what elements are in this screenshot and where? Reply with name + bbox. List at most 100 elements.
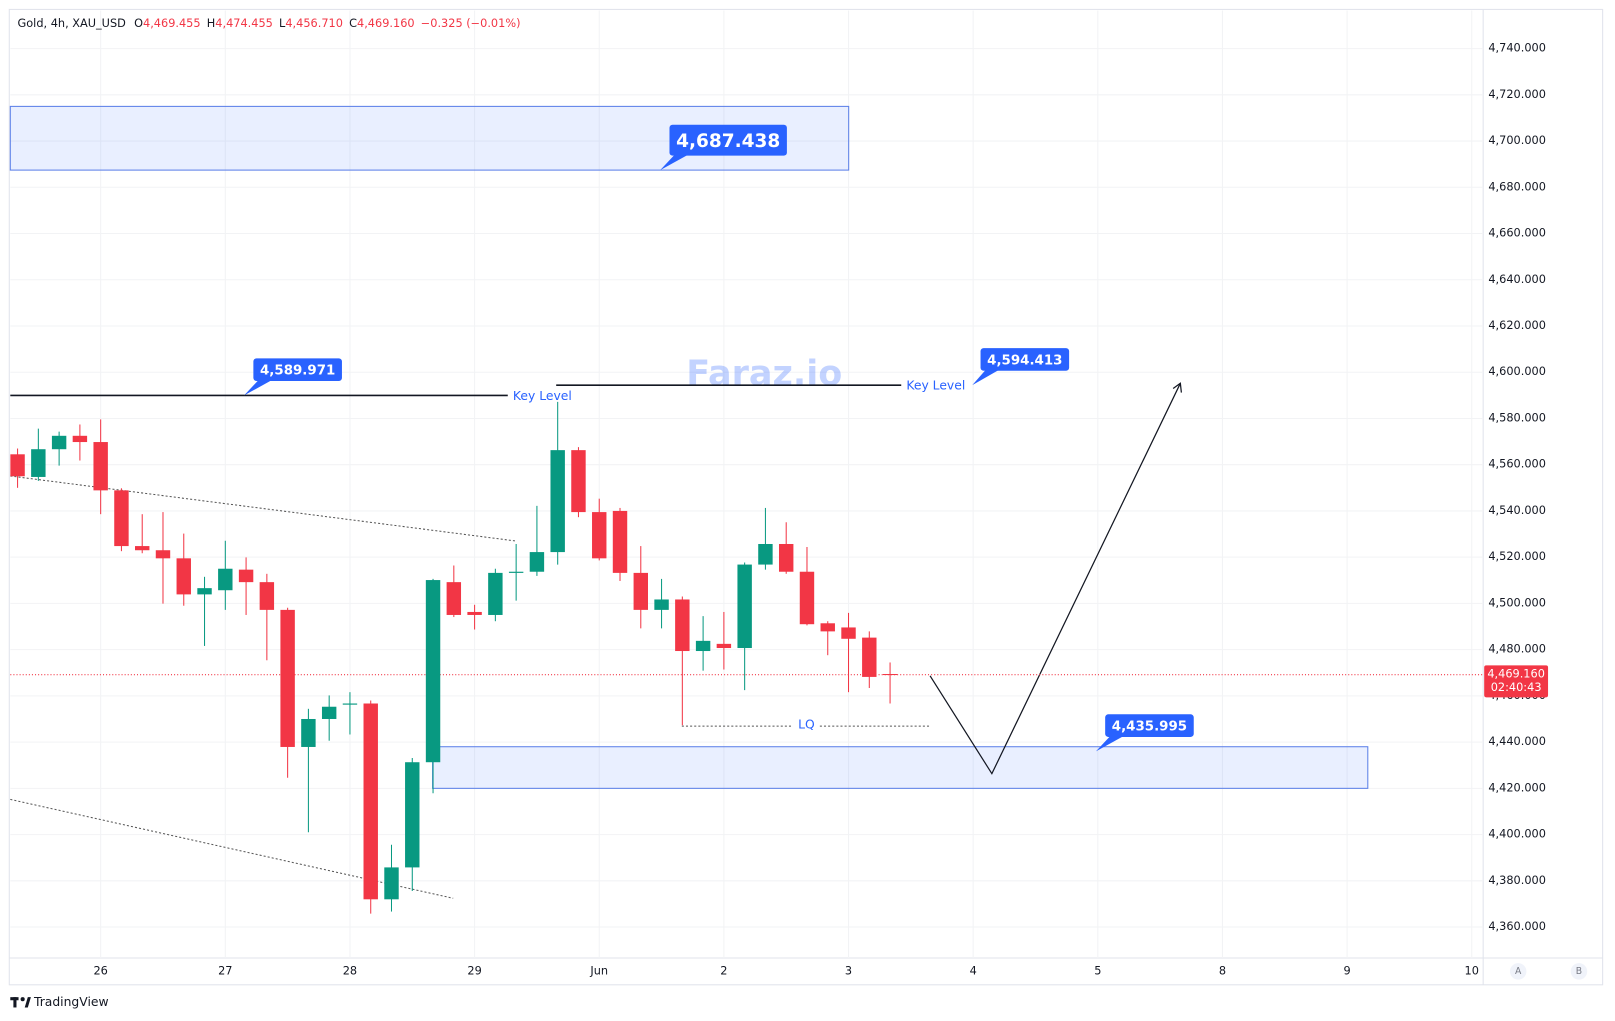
y-tick-label: 4,480.000 xyxy=(1488,642,1546,656)
ohlc-value: 4,474.455 xyxy=(215,16,273,30)
candle-body xyxy=(571,450,586,513)
candle-body xyxy=(10,454,25,477)
x-tick-label: 10 xyxy=(1465,963,1479,977)
label-box xyxy=(253,358,342,381)
label-pointer xyxy=(1095,734,1126,752)
countdown: 02:40:43 xyxy=(1491,680,1542,694)
candle-body xyxy=(529,552,545,572)
key-level-note: Key Level xyxy=(906,379,965,393)
y-tick-label: 4,680.000 xyxy=(1488,179,1546,193)
ohlc-value: 4,469.455 xyxy=(143,16,201,30)
candle-body xyxy=(488,572,503,615)
candle-body xyxy=(592,512,607,559)
last-price-tag xyxy=(1484,665,1549,698)
logo-icon xyxy=(13,997,17,1008)
candle-body xyxy=(280,609,295,747)
y-tick-label: 4,380.000 xyxy=(1488,873,1546,887)
candle-body xyxy=(799,571,815,625)
x-tick-label: 28 xyxy=(343,963,357,977)
projection xyxy=(929,383,1181,775)
candle-body xyxy=(882,674,898,676)
trend-line xyxy=(10,798,454,899)
candle-body xyxy=(508,571,524,573)
candle-body xyxy=(31,449,46,477)
y-tick-label: 4,540.000 xyxy=(1488,503,1546,517)
candle-body xyxy=(93,442,108,491)
candle-body xyxy=(155,550,171,559)
level-label: 4,594.413 xyxy=(987,353,1062,368)
candle-body xyxy=(301,718,316,747)
level-label: 4,435.995 xyxy=(1112,720,1187,735)
y-tick-label: 4,400.000 xyxy=(1488,827,1546,841)
x-tick-label: 8 xyxy=(1219,963,1226,977)
y-tick-label: 4,500.000 xyxy=(1488,595,1546,609)
y-tick-label: 4,420.000 xyxy=(1488,780,1546,794)
arrow-head xyxy=(1172,382,1182,393)
ohlc-value: 4,469.160 xyxy=(357,16,415,30)
candle-body xyxy=(238,569,254,583)
ohlc-value: 4,456.710 xyxy=(285,16,343,30)
change: −0.325 (−0.01%) xyxy=(421,16,521,30)
candle-body xyxy=(135,546,150,551)
candle-body xyxy=(197,588,212,595)
x-tick-label: 9 xyxy=(1343,963,1350,977)
y-tick-label: 4,580.000 xyxy=(1488,410,1546,424)
candle-body xyxy=(342,703,358,705)
x-tick-label: 3 xyxy=(845,963,852,977)
candle-body xyxy=(758,543,773,565)
candle-body xyxy=(550,450,565,553)
label-box xyxy=(980,348,1070,371)
y-tick-label: 4,360.000 xyxy=(1488,919,1546,933)
label-box xyxy=(1105,714,1194,737)
scale-button[interactable] xyxy=(1509,963,1527,980)
y-tick-label: 4,440.000 xyxy=(1488,734,1546,748)
candle-body xyxy=(862,637,877,677)
candle-body xyxy=(695,640,711,652)
last-price-label: 4,469.160 xyxy=(1487,667,1545,681)
y-tick-label: 4,620.000 xyxy=(1488,318,1546,332)
watermark: Faraz.io xyxy=(686,354,842,394)
candle-body xyxy=(633,572,648,610)
brand: TradingView xyxy=(33,995,109,1009)
candle-body xyxy=(425,580,441,763)
level-label: 4,687.438 xyxy=(676,131,780,152)
candle-body xyxy=(51,435,67,450)
ohlc-key: C xyxy=(349,16,357,30)
candle-body xyxy=(321,706,337,719)
scale-button-label[interactable]: A xyxy=(1515,966,1522,977)
candle-body xyxy=(114,490,129,547)
x-tick-label: 4 xyxy=(970,963,977,977)
candle-body xyxy=(363,703,378,900)
y-tick-label: 4,660.000 xyxy=(1488,226,1546,240)
candle-body xyxy=(176,558,191,595)
candle-body xyxy=(675,599,690,652)
ohlc-key: L xyxy=(279,16,286,30)
candle-body xyxy=(716,643,732,649)
symbol: Gold, 4h, XAU_USD xyxy=(18,16,127,30)
y-tick-label: 4,720.000 xyxy=(1488,87,1546,101)
ohlc-key: O xyxy=(134,16,143,30)
scale-button-label[interactable]: B xyxy=(1576,966,1582,977)
candle-body xyxy=(384,867,399,900)
candle-body xyxy=(72,435,88,443)
logo-icon xyxy=(24,997,31,1008)
x-tick-label: 27 xyxy=(218,963,232,977)
x-tick-label: 26 xyxy=(93,963,107,977)
candle-body xyxy=(737,564,752,649)
x-tick-label: 29 xyxy=(467,963,481,977)
scale-button[interactable] xyxy=(1570,963,1588,980)
label-pointer xyxy=(972,368,1002,386)
y-tick-label: 4,640.000 xyxy=(1488,272,1546,286)
y-tick-label: 4,700.000 xyxy=(1488,133,1546,147)
candle-body xyxy=(820,623,835,632)
trend-line xyxy=(10,475,516,542)
candle-body xyxy=(467,611,482,615)
ohlc-key: H xyxy=(207,16,216,30)
candle-body xyxy=(841,627,856,639)
label-pointer xyxy=(660,153,691,171)
x-tick-label: Jun xyxy=(589,963,608,977)
label-box xyxy=(669,124,787,156)
candle-body xyxy=(654,599,669,610)
candle-body xyxy=(612,510,628,573)
zone xyxy=(432,746,1369,789)
